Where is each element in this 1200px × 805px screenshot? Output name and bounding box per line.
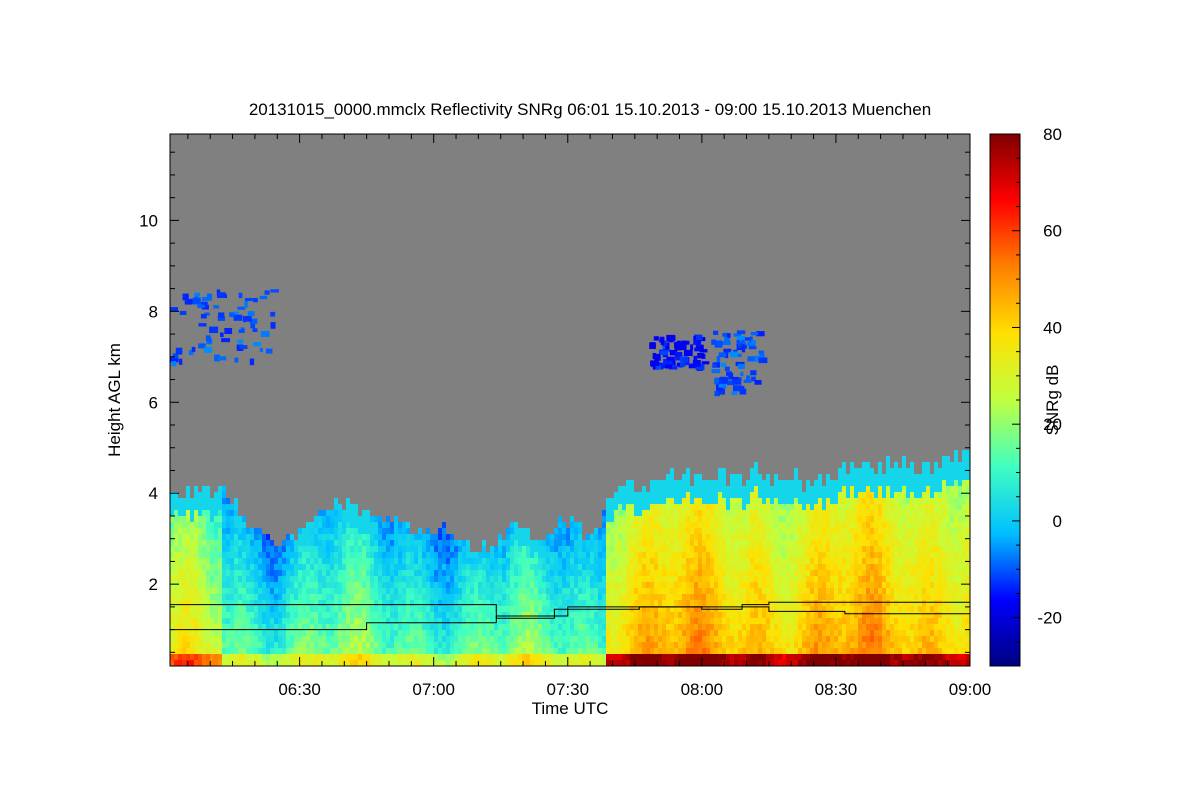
colorbar-label: SNRg dB (1043, 365, 1062, 436)
y-tick-label: 6 (149, 393, 158, 412)
colorbar-tick-label: 80 (1043, 125, 1062, 144)
y-tick-label: 8 (149, 302, 158, 321)
x-tick-label: 07:30 (546, 680, 589, 699)
colorbar-tick-label: 0 (1053, 512, 1062, 531)
plot-area (170, 134, 970, 666)
colorbar (990, 134, 1020, 666)
colorbar-tick-label: -20 (1037, 609, 1062, 628)
y-tick-label: 4 (149, 484, 158, 503)
y-tick-label: 2 (149, 575, 158, 594)
x-tick-label: 09:00 (949, 680, 992, 699)
y-tick-label: 10 (139, 211, 158, 230)
y-axis-label: Height AGL km (105, 343, 124, 457)
x-tick-label: 07:00 (412, 680, 455, 699)
x-tick-label: 08:00 (681, 680, 724, 699)
colorbar-tick-label: 60 (1043, 222, 1062, 241)
chart-title: 20131015_0000.mmclx Reflectivity SNRg 06… (249, 100, 931, 119)
colorbar-tick-label: 40 (1043, 318, 1062, 337)
x-axis-label: Time UTC (532, 699, 609, 718)
x-tick-label: 06:30 (278, 680, 321, 699)
x-tick-label: 08:30 (815, 680, 858, 699)
